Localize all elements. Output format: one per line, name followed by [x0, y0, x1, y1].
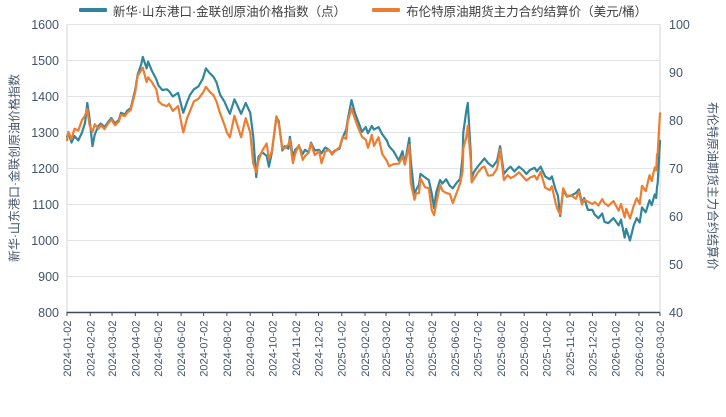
x-axis-tick-label: 2024-08-02	[222, 321, 234, 377]
x-axis-tick-label: 2026-02-02	[634, 321, 646, 377]
x-axis-tick-label: 2025-08-02	[496, 321, 508, 377]
right-axis-tick-label: 70	[669, 162, 683, 176]
left-axis-tick-label: 1000	[31, 234, 59, 248]
x-axis-tick-label: 2024-07-02	[199, 321, 211, 377]
x-axis-tick-label: 2024-02-02	[85, 321, 97, 377]
right-axis-title: 布伦特原油期货主力合约结算价	[705, 101, 720, 271]
left-axis-tick-label: 1400	[31, 90, 59, 104]
x-axis-tick-label: 2025-11-02	[565, 321, 577, 376]
legend-label-index: 新华·山东港口·金联创原油价格指数（点）	[112, 4, 347, 19]
left-axis-tick-label: 1300	[31, 126, 59, 140]
right-axis-tick-label: 80	[669, 114, 683, 128]
right-axis-tick-label: 90	[669, 66, 683, 80]
x-axis-tick-label: 2024-09-02	[245, 321, 257, 377]
left-axis-tick-label: 1600	[31, 18, 59, 32]
x-axis-tick-label: 2025-10-02	[542, 321, 554, 377]
x-axis-tick-label: 2025-03-02	[381, 321, 393, 377]
x-axis-tick-label: 2025-12-02	[587, 321, 599, 377]
x-axis-tick-label: 2025-09-02	[519, 321, 531, 377]
x-axis-tick-label: 2025-02-02	[360, 321, 372, 377]
legend-item-brent: 布伦特原油期货主力合约结算价（美元/桶）	[372, 1, 647, 20]
left-axis-tick-label: 800	[38, 306, 59, 320]
x-axis-tick-label: 2025-01-02	[337, 321, 349, 377]
index-line-swatch	[78, 8, 107, 12]
right-axis-tick-label: 100	[669, 18, 690, 32]
brent-line-swatch	[372, 8, 401, 12]
x-axis-tick-label: 2024-04-02	[130, 321, 142, 377]
left-axis-tick-label: 1200	[31, 162, 59, 176]
x-axis-tick-label: 2025-06-02	[450, 321, 462, 377]
x-axis-tick-label: 2025-05-02	[427, 321, 439, 377]
x-axis-tick-label: 2026-03-02	[655, 321, 667, 377]
x-axis-tick-label: 2024-10-02	[268, 321, 280, 377]
left-axis-tick-label: 1100	[32, 198, 59, 212]
x-axis-tick-label: 2024-06-02	[176, 321, 188, 377]
x-axis-tick-label: 2024-12-02	[313, 321, 325, 377]
brent-line	[65, 66, 662, 220]
x-axis-tick-label: 2025-04-02	[404, 321, 416, 377]
index-line	[65, 55, 662, 242]
left-axis-tick-label: 1500	[31, 54, 59, 68]
x-axis-tick-label: 2024-01-02	[62, 321, 74, 377]
legend-label-brent: 布伦特原油期货主力合约结算价（美元/桶）	[406, 4, 648, 19]
legend: 新华·山东港口·金联创原油价格指数（点） 布伦特原油期货主力合约结算价（美元/桶…	[0, 1, 726, 19]
right-axis-tick-label: 50	[669, 258, 683, 272]
x-axis-tick-label: 2024-11-02	[291, 321, 303, 376]
left-axis-title: 新华·山东港口·金联创原油价格指数	[7, 74, 22, 262]
right-axis-tick-label: 60	[669, 210, 683, 224]
x-axis-tick-label: 2024-03-02	[107, 321, 119, 377]
x-axis-tick-label: 2026-01-02	[611, 321, 623, 377]
left-axis-tick-label: 900	[38, 270, 59, 284]
right-axis-tick-label: 40	[669, 306, 683, 320]
legend-item-index: 新华·山东港口·金联创原油价格指数（点）	[78, 1, 347, 20]
x-axis-tick-label: 2024-05-02	[153, 321, 165, 377]
x-axis-tick-label: 2025-07-02	[473, 321, 485, 377]
